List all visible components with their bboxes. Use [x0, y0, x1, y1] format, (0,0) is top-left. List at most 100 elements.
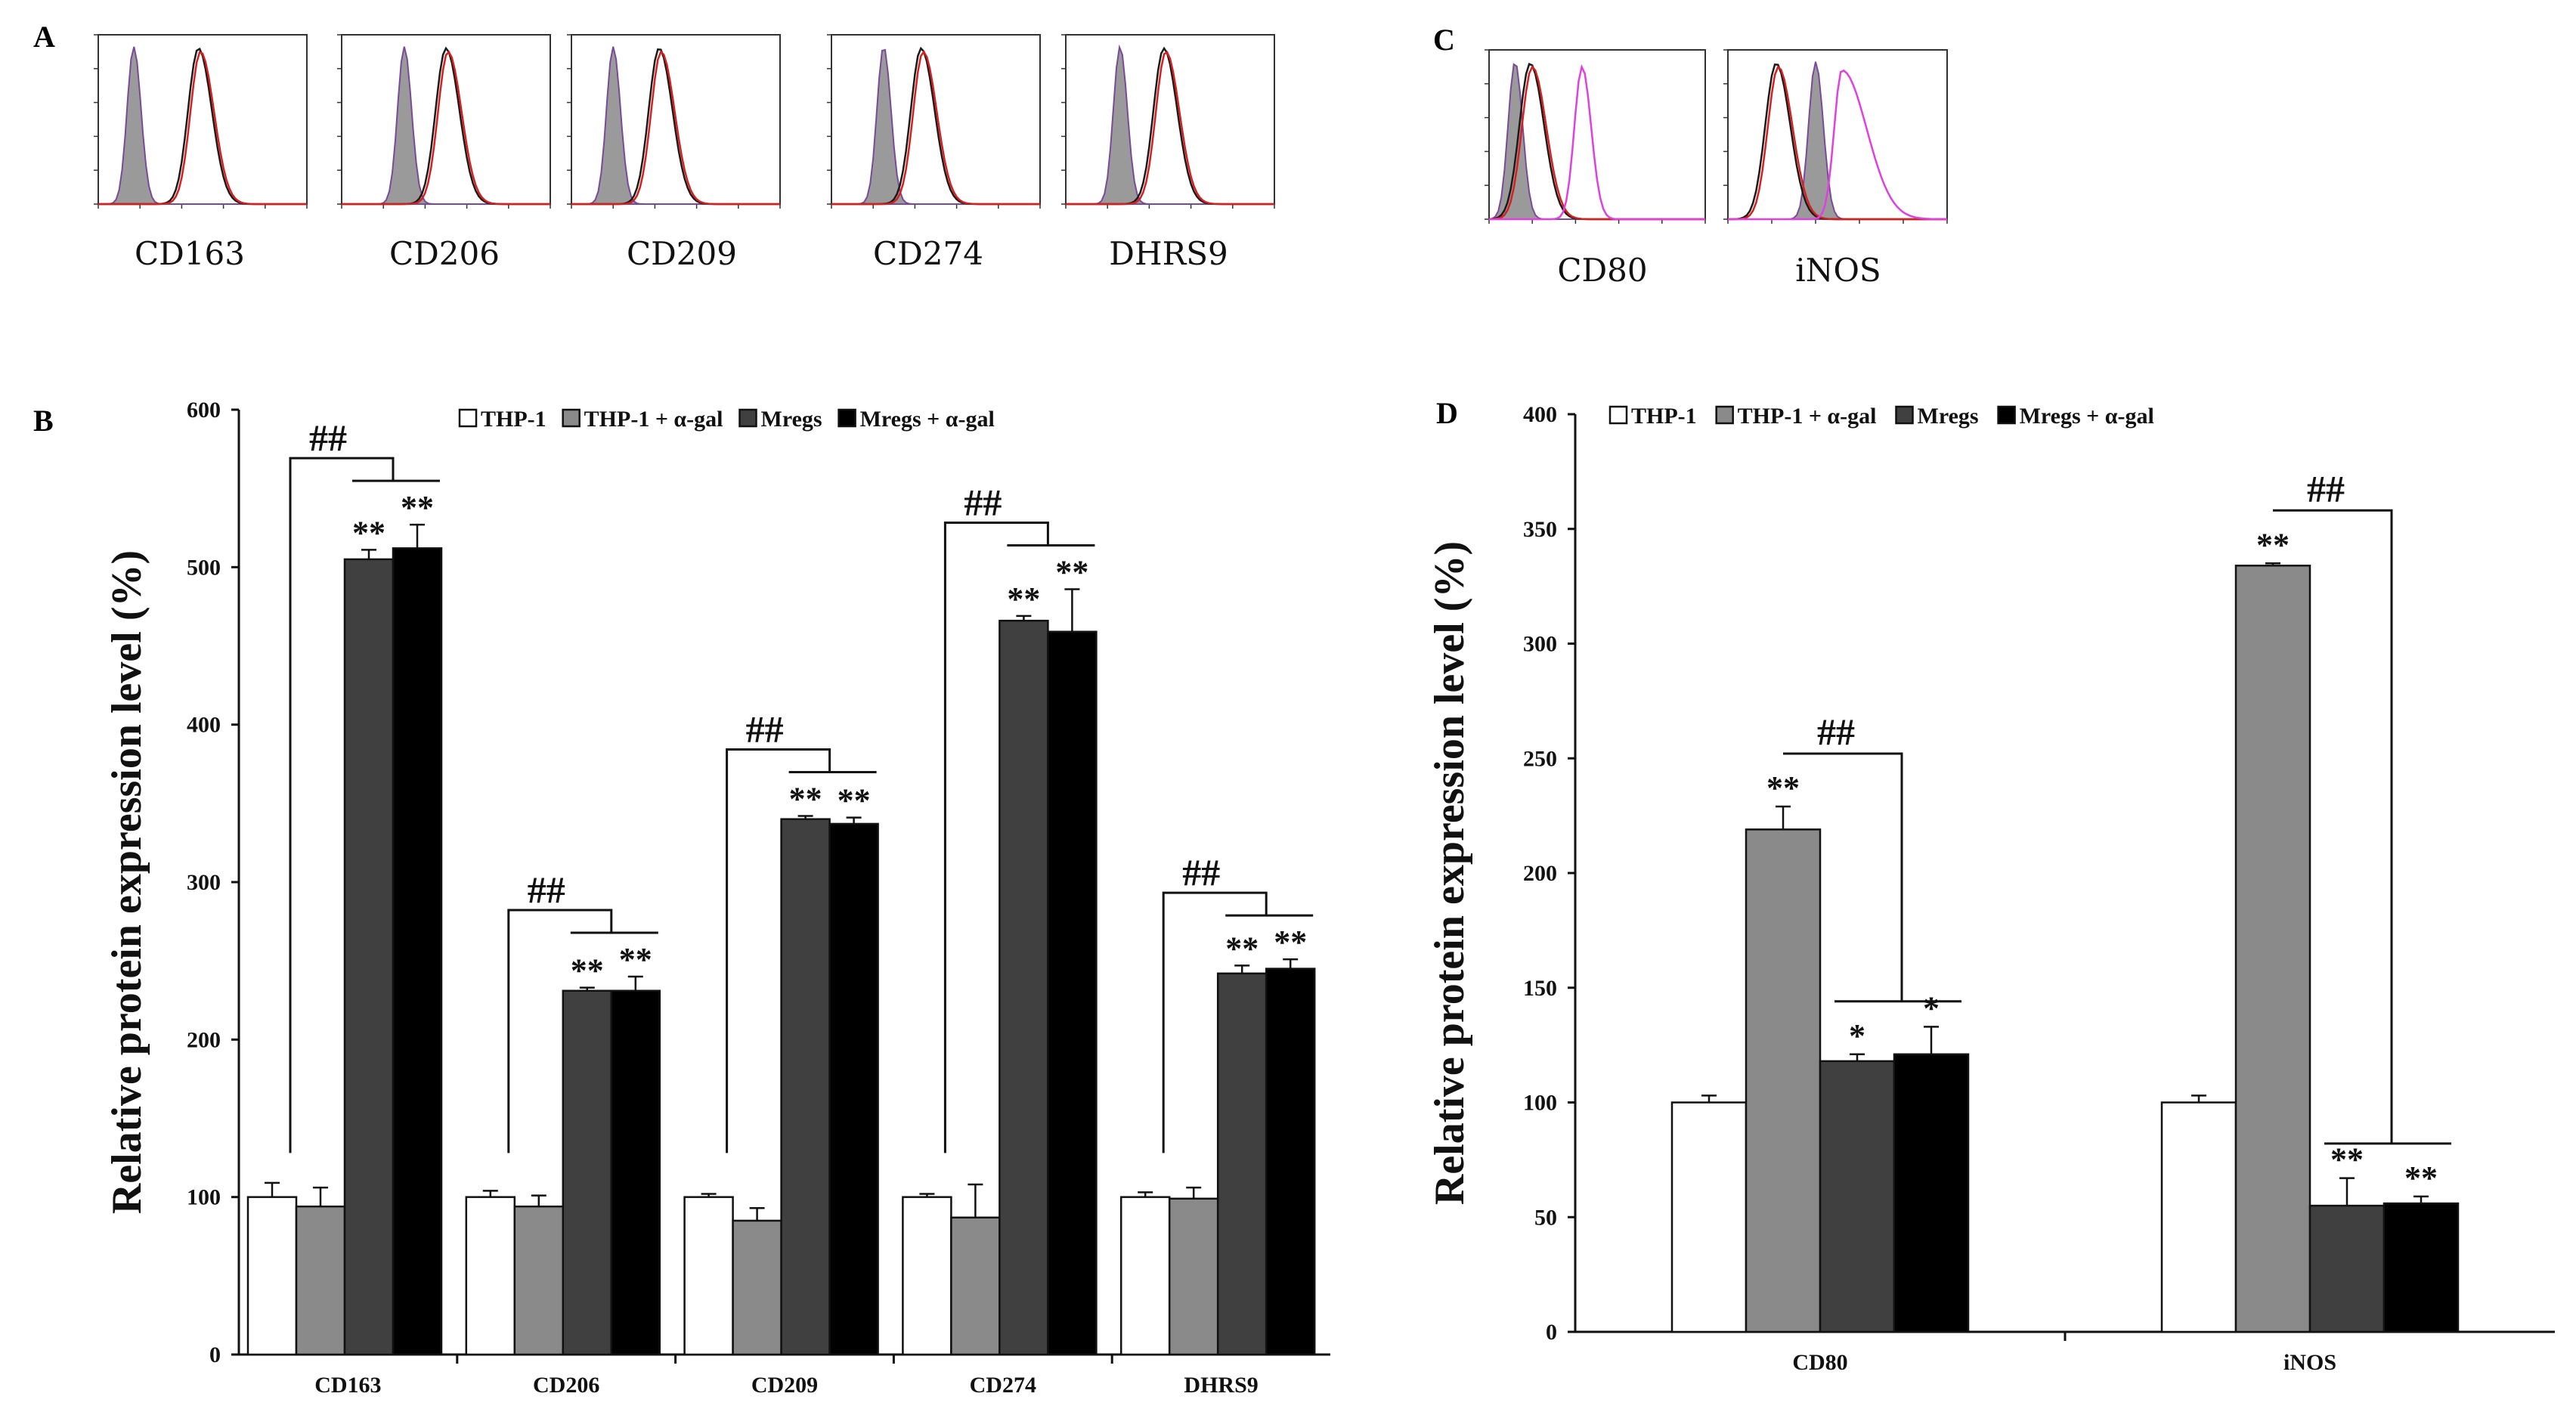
y-tick-label: 200: [1523, 861, 1557, 886]
panel-letter-c: C: [1433, 23, 1455, 57]
significance-mark: **: [619, 941, 652, 978]
legend-label: Mregs: [1918, 404, 1979, 429]
legend-label: THP-1 + α-gal: [1738, 404, 1877, 429]
bar: [2308, 1204, 2386, 1333]
significance-mark: **: [401, 489, 434, 526]
bar: [1216, 972, 1268, 1356]
y-tick-label: 200: [187, 1027, 221, 1052]
bar: [1819, 1060, 1896, 1333]
x-category-label: iNOS: [2283, 1350, 2336, 1375]
significance-mark: *: [1923, 989, 1940, 1026]
bar: [999, 619, 1049, 1356]
hist-label-cd80: CD80: [1557, 252, 1647, 289]
y-tick-label: 350: [1523, 517, 1557, 542]
significance-mark: **: [1055, 554, 1088, 591]
bar: [902, 1196, 952, 1356]
legend-swatch: [562, 408, 581, 428]
bar: [683, 1196, 734, 1356]
y-tick-label: 400: [187, 713, 221, 738]
significance-mark: **: [1007, 581, 1040, 618]
histograms-panel-c: [1485, 49, 1948, 224]
significance-bracket: [1783, 752, 1903, 1002]
bar: [828, 822, 879, 1356]
significance-mark: **: [789, 781, 822, 818]
bar: [1265, 968, 1316, 1356]
y-tick-label: 300: [187, 870, 221, 895]
bar: [1745, 828, 1822, 1333]
y-tick-label: 300: [1523, 632, 1557, 657]
significance-mark: **: [1225, 930, 1259, 967]
bar: [343, 558, 395, 1356]
hash-mark: ##: [1817, 711, 1855, 753]
y-tick-label: 500: [187, 555, 221, 580]
legend-label: Mregs + α-gal: [860, 407, 995, 432]
y-tick-label: 150: [1523, 976, 1557, 1001]
significance-bracket: [1162, 891, 1268, 1153]
significance-mark: **: [571, 952, 604, 989]
significance-mark: **: [1274, 924, 1307, 961]
hash-mark: ##: [528, 869, 565, 911]
m1-curve: [1489, 63, 1705, 221]
panel-letter-a: A: [33, 20, 55, 54]
bar: [1047, 630, 1098, 1356]
legend-swatch: [1895, 405, 1914, 425]
bar: [513, 1205, 565, 1356]
bar: [780, 818, 831, 1356]
hist-label-cd274: CD274: [873, 235, 983, 272]
significance-mark: **: [1766, 769, 1800, 807]
legend-swatch: [458, 408, 478, 428]
y-tick-label: 250: [1523, 746, 1557, 771]
bar-chart-b: Relative protein expression level (%) 0 10…: [104, 398, 1330, 1398]
legend-label: THP-1 + α-gal: [584, 407, 723, 432]
mregs-curve: [1066, 51, 1274, 206]
bar: [2382, 1202, 2460, 1333]
mregs-curve: [98, 51, 307, 206]
y-tick-label: 0: [1546, 1320, 1557, 1345]
y-axis-label: Relative protein expression level (%): [1426, 541, 1473, 1205]
bar: [1119, 1196, 1171, 1356]
legend-swatch: [1997, 405, 2016, 425]
x-category-label: CD80: [1792, 1350, 1847, 1375]
mregs-curve: [831, 50, 1040, 206]
bar-chart-d: Relative protein expression level (%) 0 50…: [1426, 402, 2555, 1375]
bar: [1168, 1197, 1219, 1356]
significance-mark: **: [2404, 1160, 2438, 1197]
significance-mark: **: [2330, 1141, 2364, 1178]
hist-label-cd209: CD209: [627, 235, 737, 272]
bar: [392, 547, 443, 1356]
significance-bracket: [943, 522, 1049, 1153]
x-category-label: CD163: [314, 1373, 381, 1398]
y-tick-label: 0: [209, 1342, 221, 1367]
significance-mark: **: [2256, 526, 2290, 563]
hist-frame: [341, 34, 551, 205]
hist-label-cd206: CD206: [389, 235, 500, 272]
legend-label: Mregs + α-gal: [2020, 404, 2154, 429]
bar: [1893, 1053, 1970, 1333]
bar: [2160, 1101, 2237, 1333]
hash-mark: ##: [964, 481, 1002, 524]
mregs-curve: [342, 50, 550, 206]
hash-mark: ##: [746, 708, 784, 751]
m1-curve: [1728, 69, 1947, 221]
y-tick-label: 100: [187, 1185, 221, 1210]
legend-label: Mregs: [761, 407, 822, 432]
legend-swatch: [738, 408, 757, 428]
y-tick-label: 400: [1523, 402, 1557, 427]
mregs-curve: [571, 50, 780, 206]
bar: [295, 1205, 346, 1356]
significance-mark: **: [352, 514, 385, 551]
significance-bracket: [289, 457, 395, 1153]
bar: [465, 1196, 516, 1356]
legend-swatch: [1715, 405, 1734, 425]
hash-mark: ##: [309, 416, 347, 459]
bar: [950, 1216, 1001, 1356]
bar: [1670, 1101, 1748, 1333]
bar: [732, 1219, 782, 1356]
x-category-label: CD274: [970, 1373, 1036, 1398]
legend-label: THP-1: [1631, 404, 1697, 429]
significance-mark: **: [838, 782, 871, 819]
hist-label-cd163: CD163: [135, 235, 245, 272]
hist-label-dhrs9: DHRS9: [1109, 235, 1228, 272]
hash-mark: ##: [2307, 467, 2345, 509]
